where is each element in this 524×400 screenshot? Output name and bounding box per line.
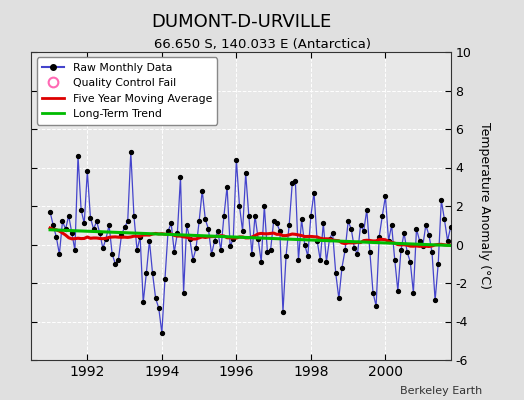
Y-axis label: Temperature Anomaly (°C): Temperature Anomaly (°C) xyxy=(478,122,491,290)
Legend: Raw Monthly Data, Quality Control Fail, Five Year Moving Average, Long-Term Tren: Raw Monthly Data, Quality Control Fail, … xyxy=(37,58,217,124)
Title: DUMONT-D-URVILLE: DUMONT-D-URVILLE xyxy=(151,13,331,31)
Text: Berkeley Earth: Berkeley Earth xyxy=(400,386,482,396)
Text: 66.650 S, 140.033 E (Antarctica): 66.650 S, 140.033 E (Antarctica) xyxy=(154,38,370,51)
